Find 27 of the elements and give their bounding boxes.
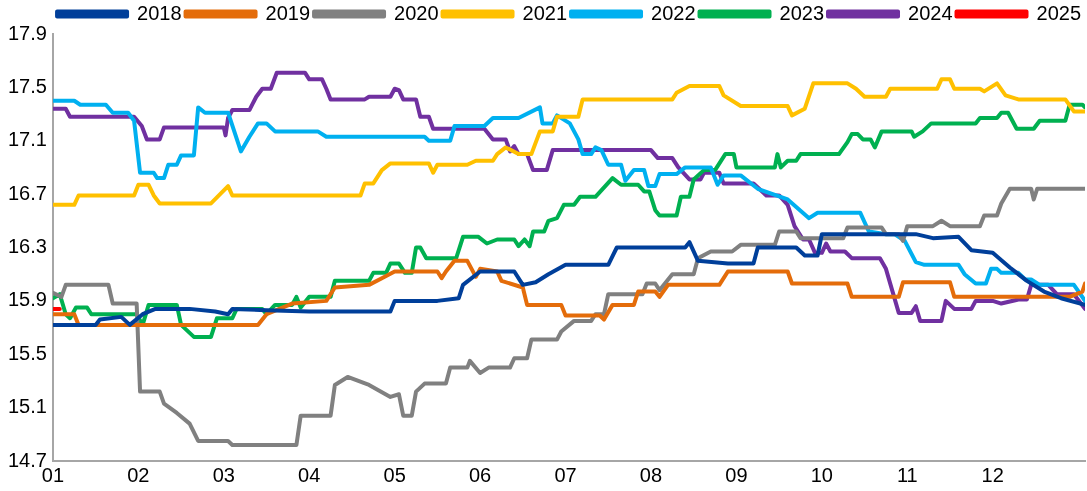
y-tick-label: 16.3 <box>7 235 47 258</box>
x-tick-label: 02 <box>127 463 150 486</box>
y-tick-label: 17.1 <box>7 128 47 151</box>
x-tick-label: 10 <box>810 463 833 486</box>
x-tick-label: 11 <box>896 463 918 486</box>
legend-label: 2020 <box>394 1 439 24</box>
legend-label: 2022 <box>651 1 696 24</box>
y-tick-label: 16.7 <box>7 181 47 204</box>
legend-label: 2024 <box>908 1 953 24</box>
x-tick-label: 07 <box>554 463 577 486</box>
y-tick-label: 15.5 <box>7 341 47 364</box>
x-tick-label: 03 <box>212 463 235 486</box>
legend-label: 2023 <box>779 1 825 24</box>
x-tick-label: 04 <box>298 463 321 486</box>
y-tick-label: 17.9 <box>7 21 47 44</box>
legend-label: 2025 <box>1036 1 1082 24</box>
x-tick-label: 09 <box>725 463 748 486</box>
x-tick-label: 12 <box>981 463 1004 486</box>
y-tick-label: 17.5 <box>7 74 47 97</box>
y-tick-label: 15.1 <box>7 395 47 418</box>
x-tick-label: 05 <box>383 463 406 486</box>
legend-label: 2019 <box>265 1 311 24</box>
legend-label: 2021 <box>522 1 568 24</box>
x-tick-label: 06 <box>468 463 492 486</box>
y-tick-label: 15.9 <box>7 288 47 311</box>
legend-label: 2018 <box>137 1 182 24</box>
x-tick-label: 08 <box>639 463 663 486</box>
